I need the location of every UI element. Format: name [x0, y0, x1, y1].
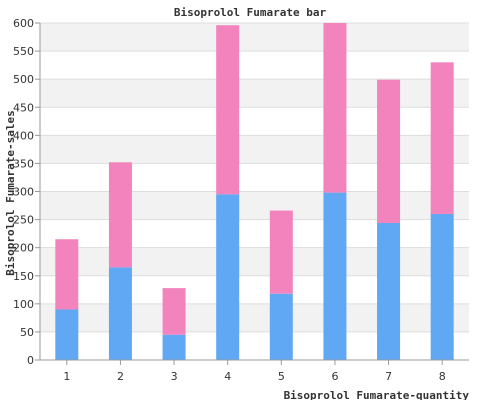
grid-band: [40, 135, 469, 164]
bar-segment-s1-2: [108, 267, 132, 360]
grid-band: [40, 331, 469, 360]
grid-band: [40, 107, 469, 136]
y-tick-label: 100: [13, 298, 34, 311]
bar-segment-s2-4: [216, 25, 240, 195]
x-tick-labels: 1 2 3 4 5 6 7 8: [63, 370, 445, 383]
bar-segment-s1-5: [269, 293, 293, 360]
x-tick-label: 6: [331, 370, 338, 383]
bar-segment-s2-1: [55, 239, 79, 310]
x-tick-label: 5: [278, 370, 285, 383]
bar-segment-s2-5: [269, 210, 293, 294]
bar-segment-s1-4: [216, 194, 240, 360]
y-tick-label: 350: [13, 157, 34, 170]
grid-band: [40, 191, 469, 220]
chart-title: Bisoprolol Fumarate bar: [174, 6, 327, 19]
bars: [55, 23, 454, 360]
x-tick-label: 4: [224, 370, 231, 383]
y-tick-label: 250: [13, 214, 34, 227]
grid-band: [40, 247, 469, 276]
bar-segment-s2-2: [108, 162, 132, 268]
y-tick-label: 150: [13, 270, 34, 283]
bar-segment-s1-3: [162, 334, 186, 360]
x-tick-label: 2: [117, 370, 124, 383]
grid-band: [40, 303, 469, 332]
x-tick-label: 7: [385, 370, 392, 383]
axes: [39, 23, 469, 365]
grid-band: [40, 163, 469, 192]
y-tick-label: 600: [13, 17, 34, 30]
y-tick-label: 500: [13, 73, 34, 86]
bar-segment-s2-3: [162, 288, 186, 335]
y-tick-label: 50: [20, 326, 34, 339]
y-tick-label: 200: [13, 242, 34, 255]
y-tick-label: 300: [13, 186, 34, 199]
grid-band: [40, 219, 469, 248]
y-tick-label: 400: [13, 129, 34, 142]
x-axis-label: Bisoprolol Fumarate-quantity: [284, 389, 470, 400]
grid-band: [40, 51, 469, 80]
bar-segment-s2-7: [377, 79, 401, 223]
y-axis-label: Bisoprolol Fumarate-sales: [4, 110, 17, 276]
y-tick-labels: 0 50 100 150 200 250 300 350 400 450 500 550 600: [13, 17, 34, 367]
bar-segment-s1-1: [55, 309, 79, 360]
y-tick-label: 550: [13, 45, 34, 58]
bar-segment-s1-8: [430, 213, 454, 360]
x-tick-label: 1: [63, 370, 70, 383]
y-tick-label: 450: [13, 101, 34, 114]
x-tick-label: 8: [439, 370, 446, 383]
grid-band: [40, 23, 469, 52]
bar-segment-s2-6: [323, 23, 347, 193]
bar-segment-s1-6: [323, 192, 347, 360]
bar-segment-s2-8: [430, 62, 454, 214]
y-tick-label: 0: [27, 354, 34, 367]
x-tick-label: 3: [171, 370, 178, 383]
grid-band: [40, 79, 469, 108]
grid-band: [40, 275, 469, 304]
bar-segment-s1-7: [377, 222, 401, 360]
